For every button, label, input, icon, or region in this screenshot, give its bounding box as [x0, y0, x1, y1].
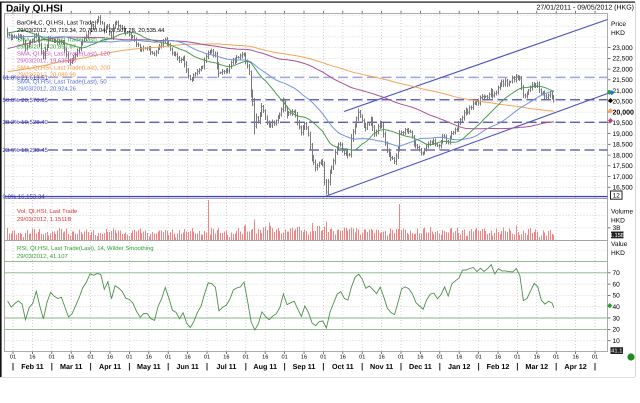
- svg-text:01: 01: [592, 355, 598, 361]
- svg-text:01: 01: [10, 355, 16, 361]
- svg-text:01: 01: [514, 355, 520, 361]
- svg-text:29/03/2012, 20,719.34, 20,720.: 29/03/2012, 20,719.34, 20,720.04, 20,507…: [17, 27, 165, 34]
- svg-text:29/03/2012, 20,857.67: 29/03/2012, 20,857.67: [17, 44, 76, 51]
- svg-text:01: 01: [475, 355, 481, 361]
- svg-text:17,000: 17,000: [613, 174, 634, 181]
- svg-text:01: 01: [398, 355, 404, 361]
- svg-text:16: 16: [456, 355, 462, 361]
- svg-text:Dec 11: Dec 11: [409, 362, 432, 371]
- svg-text:Jun 11: Jun 11: [176, 362, 198, 371]
- svg-text:16: 16: [340, 355, 346, 361]
- svg-text:01: 01: [87, 355, 93, 361]
- svg-text:16: 16: [29, 355, 35, 361]
- svg-text:60: 60: [613, 281, 621, 288]
- svg-text:Apr 11: Apr 11: [99, 362, 121, 371]
- svg-text:29/03/2012, 20,089.99: 29/03/2012, 20,089.99: [17, 71, 76, 78]
- svg-text:16: 16: [417, 355, 423, 361]
- svg-text:Value: Value: [611, 241, 628, 248]
- svg-text:50: 50: [613, 293, 621, 300]
- svg-text:16: 16: [378, 355, 384, 361]
- svg-text:17,500: 17,500: [613, 163, 634, 170]
- svg-text:May 11: May 11: [137, 362, 161, 371]
- svg-text:01: 01: [126, 355, 132, 361]
- svg-text:01: 01: [553, 355, 559, 361]
- svg-text:Volume: Volume: [611, 209, 633, 216]
- svg-text:16: 16: [223, 355, 229, 361]
- svg-text:SMA, QI.HSI, Last Trade(Last),: SMA, QI.HSI, Last Trade(Last), 120: [17, 51, 111, 58]
- svg-text:27/01/2011 - 09/05/2012 (HKG): 27/01/2011 - 09/05/2012 (HKG): [536, 4, 634, 12]
- svg-text:50.0% 20,570.95: 50.0% 20,570.95: [3, 97, 49, 104]
- svg-text:BarOHLC, QI.HSI, Last Trade: BarOHLC, QI.HSI, Last Trade: [17, 20, 95, 27]
- svg-text:22,000: 22,000: [613, 66, 634, 73]
- svg-text:16,500: 16,500: [613, 185, 634, 192]
- svg-text:19,500: 19,500: [613, 120, 634, 127]
- svg-text:Mar 12: Mar 12: [525, 362, 548, 371]
- svg-text:61.8% 21,613.51: 61.8% 21,613.51: [3, 74, 49, 81]
- svg-text:16: 16: [68, 355, 74, 361]
- svg-text:Jan 12: Jan 12: [448, 362, 470, 371]
- svg-text:38.2% 19,528.40: 38.2% 19,528.40: [3, 119, 49, 126]
- svg-text:HKD: HKD: [611, 30, 625, 37]
- svg-text:0.0% 16,153.34: 0.0% 16,153.34: [3, 194, 46, 201]
- svg-text:22,500: 22,500: [613, 56, 634, 63]
- svg-text:29/03/2012, 1.1511B: 29/03/2012, 1.1511B: [17, 216, 71, 223]
- svg-text:20: 20: [613, 327, 621, 334]
- svg-text:1.15B: 1.15B: [610, 233, 625, 239]
- svg-text:23,000: 23,000: [613, 45, 634, 52]
- svg-text:RSI, QI.HSI, Last Trade(Last),: RSI, QI.HSI, Last Trade(Last), 14, Wilde…: [17, 245, 154, 252]
- svg-text:29/03/2012, 41.107: 29/03/2012, 41.107: [17, 253, 68, 260]
- svg-text:01: 01: [165, 355, 171, 361]
- svg-text:HKD: HKD: [611, 250, 625, 257]
- svg-text:Aug 11: Aug 11: [253, 362, 277, 371]
- svg-text:19,000: 19,000: [613, 131, 634, 138]
- svg-text:Sep 11: Sep 11: [293, 362, 316, 371]
- svg-text:29/03/2012, 19,635.66: 29/03/2012, 19,635.66: [17, 58, 77, 65]
- svg-text:01: 01: [320, 355, 326, 361]
- svg-text:Feb 12: Feb 12: [487, 362, 510, 371]
- svg-text:Jul 11: Jul 11: [216, 362, 236, 371]
- svg-text:16: 16: [301, 355, 307, 361]
- svg-text:23.6% 18,238.45: 23.6% 18,238.45: [3, 147, 49, 154]
- svg-text:16: 16: [572, 355, 578, 361]
- svg-text:29/03/2012, 20,924.26: 29/03/2012, 20,924.26: [17, 85, 77, 92]
- svg-text:SMA, QI.HSI, Last Trade(Last),: SMA, QI.HSI, Last Trade(Last), 25: [17, 37, 107, 44]
- svg-text:16: 16: [495, 355, 501, 361]
- svg-text:Price: Price: [611, 21, 626, 28]
- svg-text:3B: 3B: [613, 225, 622, 232]
- svg-text:16: 16: [184, 355, 190, 361]
- svg-text:41.1: 41.1: [611, 349, 622, 355]
- svg-text:HKD: HKD: [611, 218, 625, 225]
- svg-text:30: 30: [613, 315, 621, 322]
- svg-text:01: 01: [359, 355, 365, 361]
- svg-text:70: 70: [613, 270, 621, 277]
- svg-text:01: 01: [204, 355, 210, 361]
- svg-text:16: 16: [262, 355, 268, 361]
- svg-text:40: 40: [613, 304, 621, 311]
- svg-text:Feb 11: Feb 11: [21, 362, 43, 371]
- svg-text:Mar 11: Mar 11: [60, 362, 82, 371]
- svg-text:20,500: 20,500: [613, 99, 634, 106]
- svg-text:18,500: 18,500: [613, 142, 634, 149]
- svg-text:Nov 11: Nov 11: [370, 362, 393, 371]
- svg-text:01: 01: [243, 355, 249, 361]
- svg-text:SMA, QI.HSI, Last Trade(Last),: SMA, QI.HSI, Last Trade(Last), 200: [17, 65, 111, 72]
- svg-text:Apr 12: Apr 12: [564, 362, 586, 371]
- svg-text:20,000: 20,000: [613, 109, 635, 116]
- svg-text:21,500: 21,500: [613, 77, 634, 84]
- svg-text:16: 16: [107, 355, 113, 361]
- svg-text:21,000: 21,000: [613, 88, 634, 95]
- svg-text:01: 01: [49, 355, 55, 361]
- svg-text:Daily QI.HSI: Daily QI.HSI: [6, 4, 63, 15]
- svg-text:Vol, QI.HSI, Last Trade: Vol, QI.HSI, Last Trade: [17, 208, 78, 215]
- svg-text:16: 16: [534, 355, 540, 361]
- svg-text:Oct 11: Oct 11: [332, 362, 354, 371]
- svg-text:01: 01: [437, 355, 443, 361]
- svg-text:12: 12: [613, 193, 621, 200]
- svg-text:10: 10: [613, 338, 621, 345]
- svg-text:SMA, QI.HSI, Last Trade(Last),: SMA, QI.HSI, Last Trade(Last), 50: [17, 79, 107, 86]
- svg-text:16: 16: [146, 355, 152, 361]
- svg-text:01: 01: [281, 355, 287, 361]
- svg-text:18,000: 18,000: [613, 152, 634, 159]
